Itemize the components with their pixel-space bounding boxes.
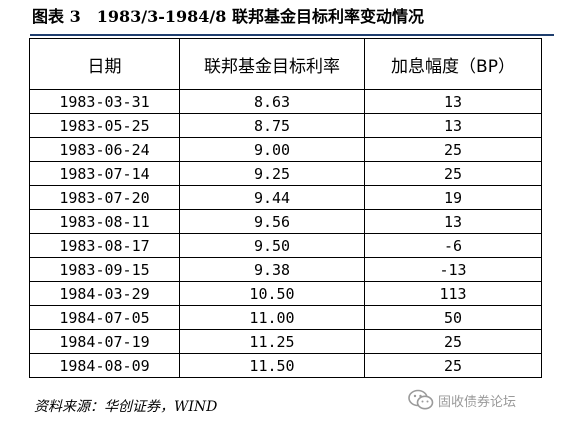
figure-heading: 联邦基金目标利率变动情况 bbox=[231, 7, 424, 26]
table-row: 1983-08-17 9.50 -6 bbox=[29, 233, 542, 258]
column-header-hike: 加息幅度（BP） bbox=[364, 38, 542, 90]
table-row: 1983-05-25 8.75 13 bbox=[29, 113, 542, 138]
table-row: 1984-03-29 10.50 113 bbox=[29, 281, 542, 306]
title-rule bbox=[30, 34, 554, 36]
date-cell: 1983-07-20 bbox=[29, 185, 180, 210]
hike-cell: 113 bbox=[364, 281, 542, 306]
hike-cell: -13 bbox=[364, 257, 542, 282]
table-row: 1984-08-09 11.50 25 bbox=[29, 353, 542, 378]
date-cell: 1983-05-25 bbox=[29, 113, 180, 138]
table-row: 1983-08-11 9.56 13 bbox=[29, 209, 542, 234]
column-header-date: 日期 bbox=[29, 38, 180, 90]
date-cell: 1983-09-15 bbox=[29, 257, 180, 282]
date-cell: 1983-08-11 bbox=[29, 209, 180, 234]
date-cell: 1984-03-29 bbox=[29, 281, 180, 306]
rate-cell: 11.25 bbox=[179, 329, 365, 354]
date-cell: 1984-07-05 bbox=[29, 305, 180, 330]
watermark-text: 固收债券论坛 bbox=[438, 394, 517, 410]
table-row: 1983-06-24 9.00 25 bbox=[29, 137, 542, 162]
date-cell: 1983-08-17 bbox=[29, 233, 180, 258]
rate-cell: 8.75 bbox=[179, 113, 365, 138]
hike-cell: 25 bbox=[364, 137, 542, 162]
table-row: 1984-07-05 11.00 50 bbox=[29, 305, 542, 330]
table-row: 1984-07-19 11.25 25 bbox=[29, 329, 542, 354]
date-cell: 1984-07-19 bbox=[29, 329, 180, 354]
date-cell: 1984-08-09 bbox=[29, 353, 180, 378]
figure-label: 图表 3 bbox=[32, 7, 81, 26]
hike-cell: 25 bbox=[364, 353, 542, 378]
date-cell: 1983-07-14 bbox=[29, 161, 180, 186]
rate-cell: 9.50 bbox=[179, 233, 365, 258]
hike-cell: 13 bbox=[364, 89, 542, 114]
table-row: 1983-07-14 9.25 25 bbox=[29, 161, 542, 186]
hike-cell: 19 bbox=[364, 185, 542, 210]
rate-cell: 9.00 bbox=[179, 137, 365, 162]
hike-cell: 25 bbox=[364, 161, 542, 186]
figure-period: 1983/3-1984/8 bbox=[96, 7, 227, 26]
source-note: 资料来源：华创证券，WIND bbox=[34, 399, 218, 415]
rate-cell: 11.50 bbox=[179, 353, 365, 378]
wechat-icon bbox=[408, 389, 434, 410]
rate-cell: 11.00 bbox=[179, 305, 365, 330]
table-body: 1983-03-31 8.63 13 1983-05-25 8.75 13 1983-06-… bbox=[29, 89, 542, 378]
figure-title: 图表 3 1983/3-1984/8 联邦基金目标利率变动情况 bbox=[32, 5, 424, 29]
rate-cell: 9.25 bbox=[179, 161, 365, 186]
rate-cell: 9.38 bbox=[179, 257, 365, 282]
rate-table: 日期 联邦基金目标利率 加息幅度（BP） 1983-03-31 8.63 13 198… bbox=[29, 38, 542, 378]
watermark: 固收债券论坛 bbox=[408, 389, 516, 411]
table-row: 1983-09-15 9.38 -13 bbox=[29, 257, 542, 282]
rate-cell: 8.63 bbox=[179, 89, 365, 114]
hike-cell: 13 bbox=[364, 113, 542, 138]
table-row: 1983-07-20 9.44 19 bbox=[29, 185, 542, 210]
rate-cell: 10.50 bbox=[179, 281, 365, 306]
hike-cell: 50 bbox=[364, 305, 542, 330]
table-header-row: 日期 联邦基金目标利率 加息幅度（BP） bbox=[29, 38, 542, 90]
hike-cell: -6 bbox=[364, 233, 542, 258]
column-header-rate: 联邦基金目标利率 bbox=[179, 38, 365, 90]
hike-cell: 25 bbox=[364, 329, 542, 354]
hike-cell: 13 bbox=[364, 209, 542, 234]
rate-cell: 9.56 bbox=[179, 209, 365, 234]
date-cell: 1983-03-31 bbox=[29, 89, 180, 114]
table-row: 1983-03-31 8.63 13 bbox=[29, 89, 542, 114]
rate-cell: 9.44 bbox=[179, 185, 365, 210]
date-cell: 1983-06-24 bbox=[29, 137, 180, 162]
